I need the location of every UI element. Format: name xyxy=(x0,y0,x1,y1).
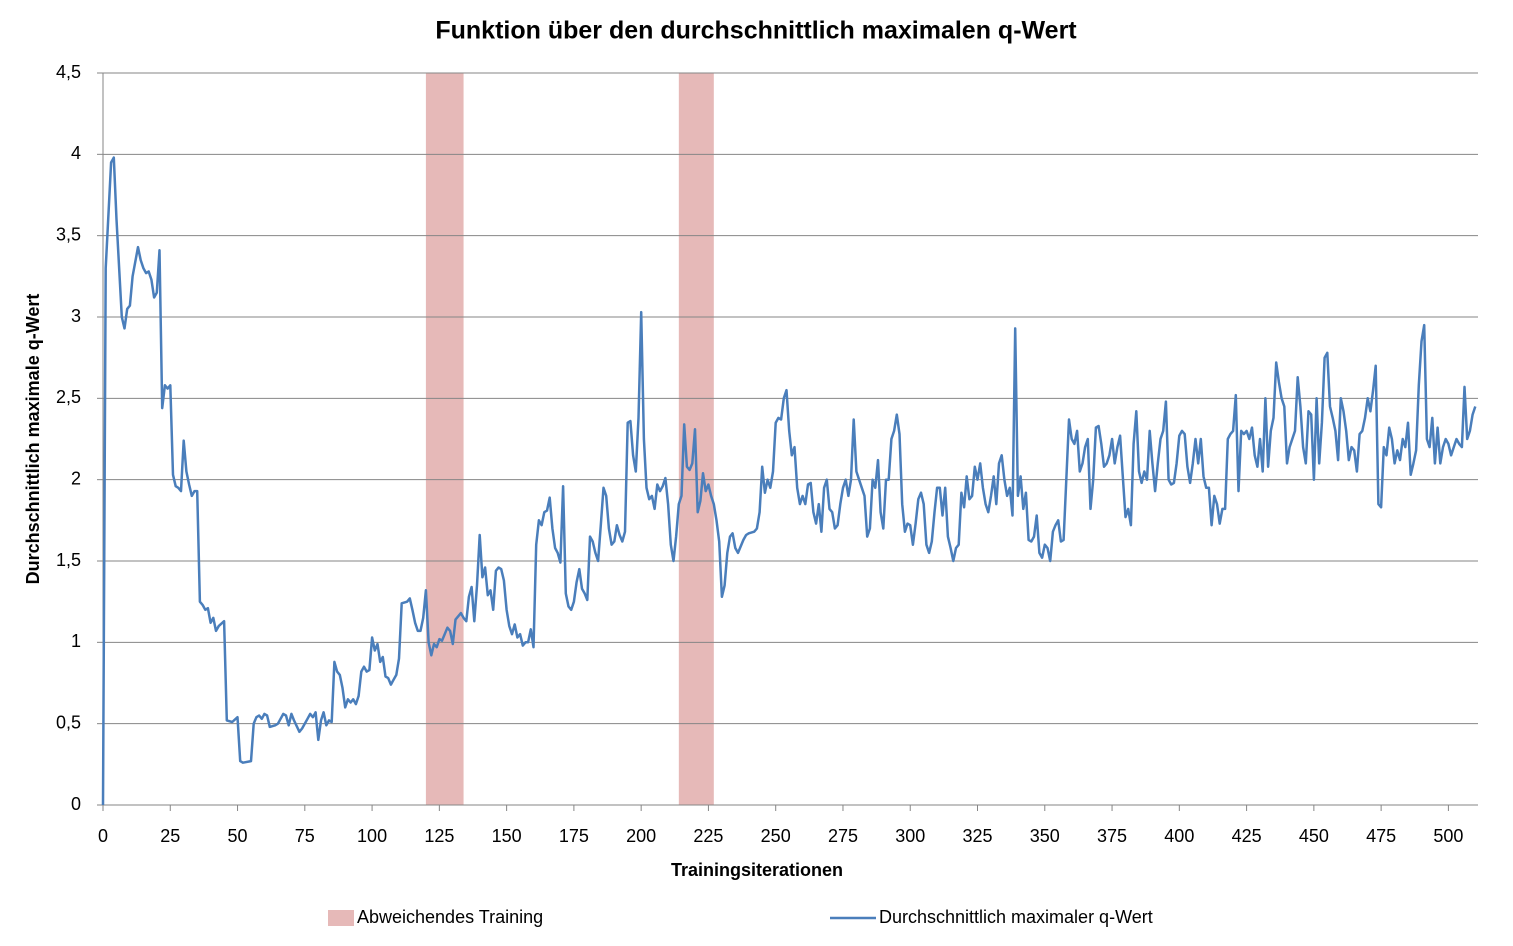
x-tick-label: 50 xyxy=(228,826,248,846)
y-tick-label: 2,5 xyxy=(56,387,81,407)
x-tick-label: 125 xyxy=(424,826,454,846)
x-tick-label: 425 xyxy=(1232,826,1262,846)
x-tick-label: 0 xyxy=(98,826,108,846)
legend-label: Durchschnittlich maximaler q-Wert xyxy=(879,907,1153,927)
x-tick-label: 175 xyxy=(559,826,589,846)
x-tick-label: 275 xyxy=(828,826,858,846)
x-tick-label: 325 xyxy=(962,826,992,846)
x-axis-label: Trainingsiterationen xyxy=(671,860,843,880)
y-tick-label: 0,5 xyxy=(56,712,81,732)
x-tick-label: 250 xyxy=(761,826,791,846)
legend-label: Abweichendes Training xyxy=(357,907,543,927)
y-tick-label: 1,5 xyxy=(56,550,81,570)
y-tick-label: 4 xyxy=(71,143,81,163)
x-tick-label: 375 xyxy=(1097,826,1127,846)
chart-title: Funktion über den durchschnittlich maxim… xyxy=(435,17,1077,45)
x-tick-label: 200 xyxy=(626,826,656,846)
y-tick-label: 0 xyxy=(71,794,81,814)
x-tick-label: 350 xyxy=(1030,826,1060,846)
x-tick-label: 300 xyxy=(895,826,925,846)
x-tick-label: 225 xyxy=(693,826,723,846)
y-tick-label: 2 xyxy=(71,468,81,488)
y-tick-label: 4,5 xyxy=(56,62,81,82)
x-tick-label: 475 xyxy=(1366,826,1396,846)
shaded-band xyxy=(425,73,464,805)
data-line xyxy=(101,156,1477,806)
y-tick-label: 1 xyxy=(71,631,81,651)
x-tick-label: 450 xyxy=(1299,826,1329,846)
y-tick-label: 3 xyxy=(71,306,81,326)
x-tick-label: 150 xyxy=(492,826,522,846)
x-tick-label: 500 xyxy=(1433,826,1463,846)
x-tick-label: 25 xyxy=(160,826,180,846)
legend-swatch xyxy=(328,910,354,926)
x-tick-label: 75 xyxy=(295,826,315,846)
x-tick-label: 400 xyxy=(1164,826,1194,846)
x-tick-label: 100 xyxy=(357,826,387,846)
y-axis-label: Durchschnittlich maximale q-Wert xyxy=(23,294,43,585)
y-tick-label: 3,5 xyxy=(56,224,81,244)
